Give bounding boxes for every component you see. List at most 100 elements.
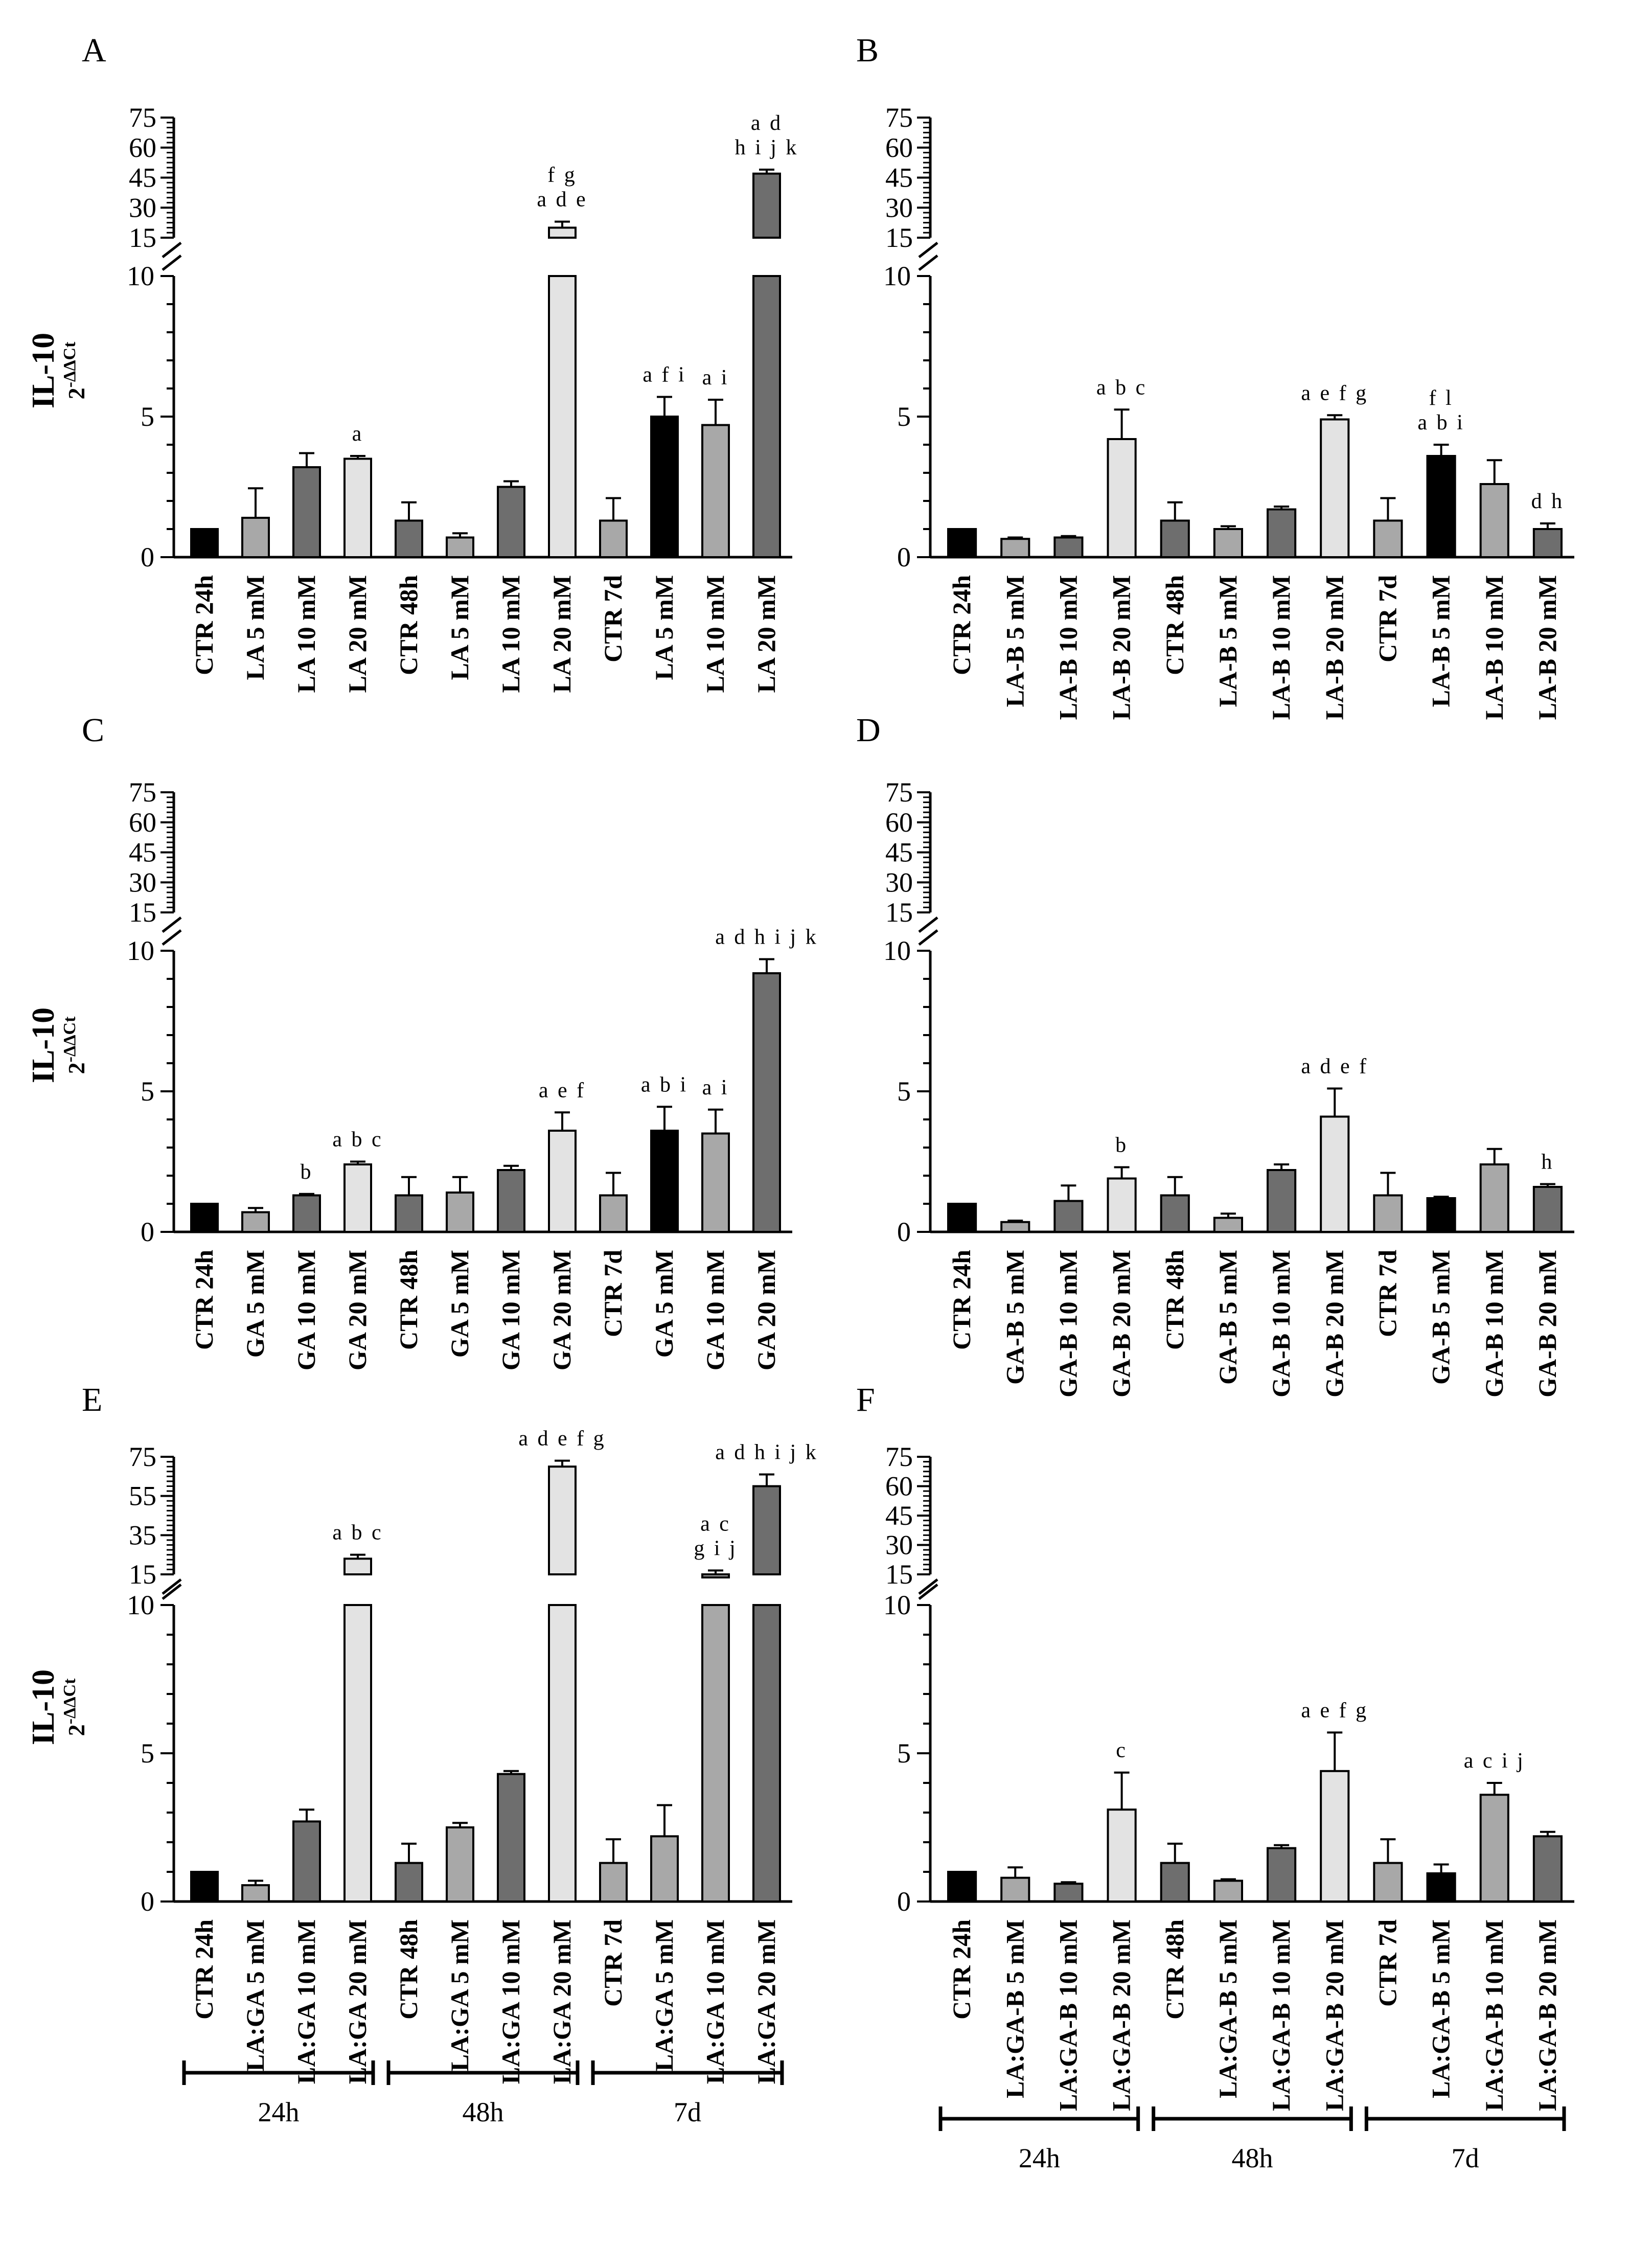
category-label: CTR 48h [1160,575,1189,675]
y-tick-label: 10 [127,935,154,966]
category-label: LA:GA 5 mM [445,1919,474,2071]
bar [190,1203,219,1233]
category-label: GA-B 10 mM [1267,1250,1295,1398]
y-tick-label: 0 [897,1886,911,1917]
category-label: LA-B 5 mM [1000,575,1029,707]
y-tick-label: 10 [883,935,911,966]
y-tick-label: 15 [885,222,913,253]
bar [752,972,781,1233]
category-label: GA 10 mM [292,1250,320,1370]
y-tick-label: 45 [129,837,156,868]
bar [548,1130,577,1233]
bar [947,1871,977,1903]
panel-letter: B [856,32,879,69]
category-label: LA:GA-B 5 mM [1213,1919,1242,2098]
significance-label: a b c [332,1521,383,1545]
category-label: GA 10 mM [496,1250,525,1370]
category-label: LA 10 mM [701,575,729,693]
category-label: GA-B 5 mM [1213,1250,1242,1385]
bar [241,1211,270,1233]
y-tick-label: 0 [141,1886,154,1917]
category-label: LA:GA-B 10 mM [1267,1919,1295,2111]
y-tick-label: 75 [129,777,156,808]
category-label: LA 5 mM [650,575,678,680]
bar [292,466,321,558]
bar [497,486,525,558]
category-label: LA-B 5 mM [1213,575,1242,707]
y-axis-title: IL-10 [26,1007,61,1083]
category-label: LA:GA 5 mM [241,1919,269,2071]
bar [1267,1847,1297,1903]
bar [1213,1880,1243,1903]
bar [241,517,270,558]
category-label: LA:GA-B 5 mM [1000,1919,1029,2098]
bar [1107,1808,1137,1903]
bar [1426,455,1456,558]
y-tick-label: 60 [885,807,913,838]
category-label: LA-B 20 mM [1533,575,1562,720]
category-label: GA 5 mM [650,1250,678,1358]
y-tick-label: 30 [129,192,156,223]
bar [241,1884,270,1903]
bar [548,1604,577,1903]
axis-break-mark [162,242,182,258]
y-tick-label: 15 [129,222,156,253]
bar [190,528,219,558]
category-label: CTR 48h [394,1919,423,2020]
bar [1320,418,1350,558]
category-label: LA:GA 5 mM [650,1919,678,2071]
bar [1107,438,1137,558]
significance-label: a c i j [1464,1749,1525,1773]
y-tick-label: 45 [885,1500,913,1531]
bar [497,1773,525,1903]
category-label: GA-B 10 mM [1480,1250,1508,1398]
y-tick-label: 55 [129,1481,156,1511]
category-label: GA-B 10 mM [1053,1250,1082,1398]
bar [1160,1194,1190,1233]
y-tick-label: 15 [129,897,156,928]
bar [1053,1883,1084,1903]
bar-upper [548,226,577,239]
bar [343,1604,372,1903]
bar [1426,1872,1456,1903]
group-label: 7d [1452,2143,1479,2173]
axis-break-mark [162,1578,182,1595]
significance-label: a b i [1417,411,1464,434]
category-label: LA:GA-B 10 mM [1480,1919,1508,2111]
category-label: LA:GA 20 mM [547,1919,576,2084]
bar [1320,1115,1350,1233]
bar [1479,1163,1509,1233]
category-label: LA:GA-B 10 mM [1053,1919,1082,2111]
category-label: LA 10 mM [496,575,525,693]
bar-upper [752,172,781,239]
category-label: GA 20 mM [752,1250,781,1370]
y-axis-subtitle-sup: -ΔΔCt [60,1016,79,1063]
bar [395,519,423,558]
y-tick-label: 0 [141,542,154,572]
category-label: LA:GA-B 20 mM [1533,1919,1562,2111]
y-axis-subtitle-base: 2 [63,387,89,399]
significance-label: h i j k [735,136,799,159]
category-label: LA-B 5 mM [1427,575,1455,707]
category-label: CTR 7d [599,1919,627,2007]
bar [599,1194,628,1233]
y-tick-label: 15 [129,1559,156,1590]
bar [701,424,730,558]
panel-letter: E [82,1381,102,1418]
category-label: CTR 7d [599,1250,627,1337]
category-label: LA-B 20 mM [1107,575,1136,720]
y-axis-subtitle: 2-ΔΔCt [60,1678,89,1736]
y-tick-label: 60 [129,132,156,163]
y-tick-label: 5 [897,401,911,432]
category-label: CTR 48h [1160,1919,1189,2020]
bar [1320,1770,1350,1903]
bar [1373,519,1403,558]
y-tick-label: 15 [885,897,913,928]
bar [1160,1862,1190,1903]
bar [1373,1194,1403,1233]
significance-label: b [1115,1134,1128,1157]
